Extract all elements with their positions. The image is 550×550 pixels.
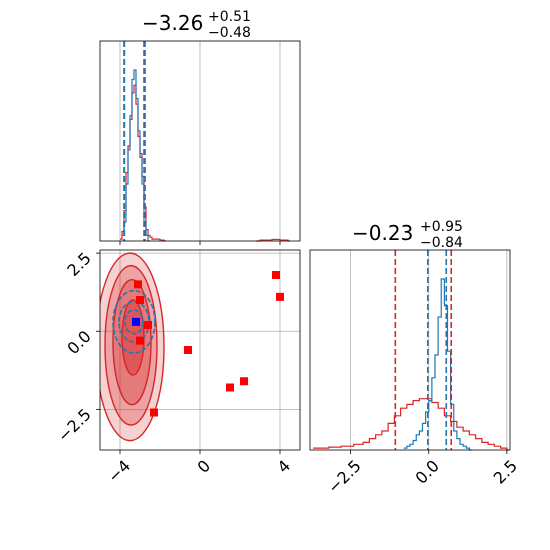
scatter-panel: −4 0 4 −2.5 0.0 2.5 xyxy=(54,249,301,486)
scatter-x-tick-label: 0 xyxy=(194,456,215,477)
red-square-marker xyxy=(272,271,280,279)
red-square-marker xyxy=(276,292,284,301)
scatter-y-tick-label: 0.0 xyxy=(63,327,94,358)
title-param1-upper: +0.51 xyxy=(208,9,251,25)
red-square-marker xyxy=(136,336,144,345)
hist2-x-tick-label: 2.5 xyxy=(490,456,521,487)
title-param2-value: −0.23 xyxy=(352,221,413,245)
scatter-y-tick-label: −2.5 xyxy=(54,405,95,446)
title-param2: −0.23 +0.95 −0.84 xyxy=(352,219,463,251)
title-param1: −3.26 +0.51 −0.48 xyxy=(142,9,251,41)
scatter-x-tick-label: 4 xyxy=(274,456,295,477)
hist2-x-tick-label: 0.0 xyxy=(411,456,442,487)
blue-contour xyxy=(112,289,156,354)
blue-contour xyxy=(124,309,144,335)
blue-square-marker xyxy=(132,317,140,326)
red-square-marker xyxy=(226,383,234,392)
hist1-red-tail xyxy=(256,238,290,242)
histogram-param2: −2.5 0.0 2.5 xyxy=(309,249,521,497)
histogram-param1 xyxy=(99,40,301,245)
scatter-y-tick-label: 2.5 xyxy=(63,249,94,280)
hist1-red-series xyxy=(120,84,166,242)
scatter-x-tick-label: −4 xyxy=(104,456,134,486)
title-param2-lower: −0.84 xyxy=(420,235,463,251)
hist2-blue-series xyxy=(403,278,472,451)
hist2-frame xyxy=(309,249,511,451)
hist2-x-tick-label: −2.5 xyxy=(324,456,365,497)
title-param1-value: −3.26 xyxy=(142,11,203,35)
red-square-marker xyxy=(184,346,192,354)
title-param1-lower: −0.48 xyxy=(208,25,251,41)
hist2-red-series xyxy=(313,398,509,451)
red-square-marker xyxy=(136,296,144,304)
red-contour xyxy=(100,252,165,442)
red-square-marker xyxy=(144,321,152,329)
scatter-contents xyxy=(100,250,300,450)
title-param2-upper: +0.95 xyxy=(420,219,463,235)
red-square-marker xyxy=(240,377,248,386)
red-square-marker xyxy=(134,280,142,289)
red-square-marker xyxy=(150,408,158,417)
